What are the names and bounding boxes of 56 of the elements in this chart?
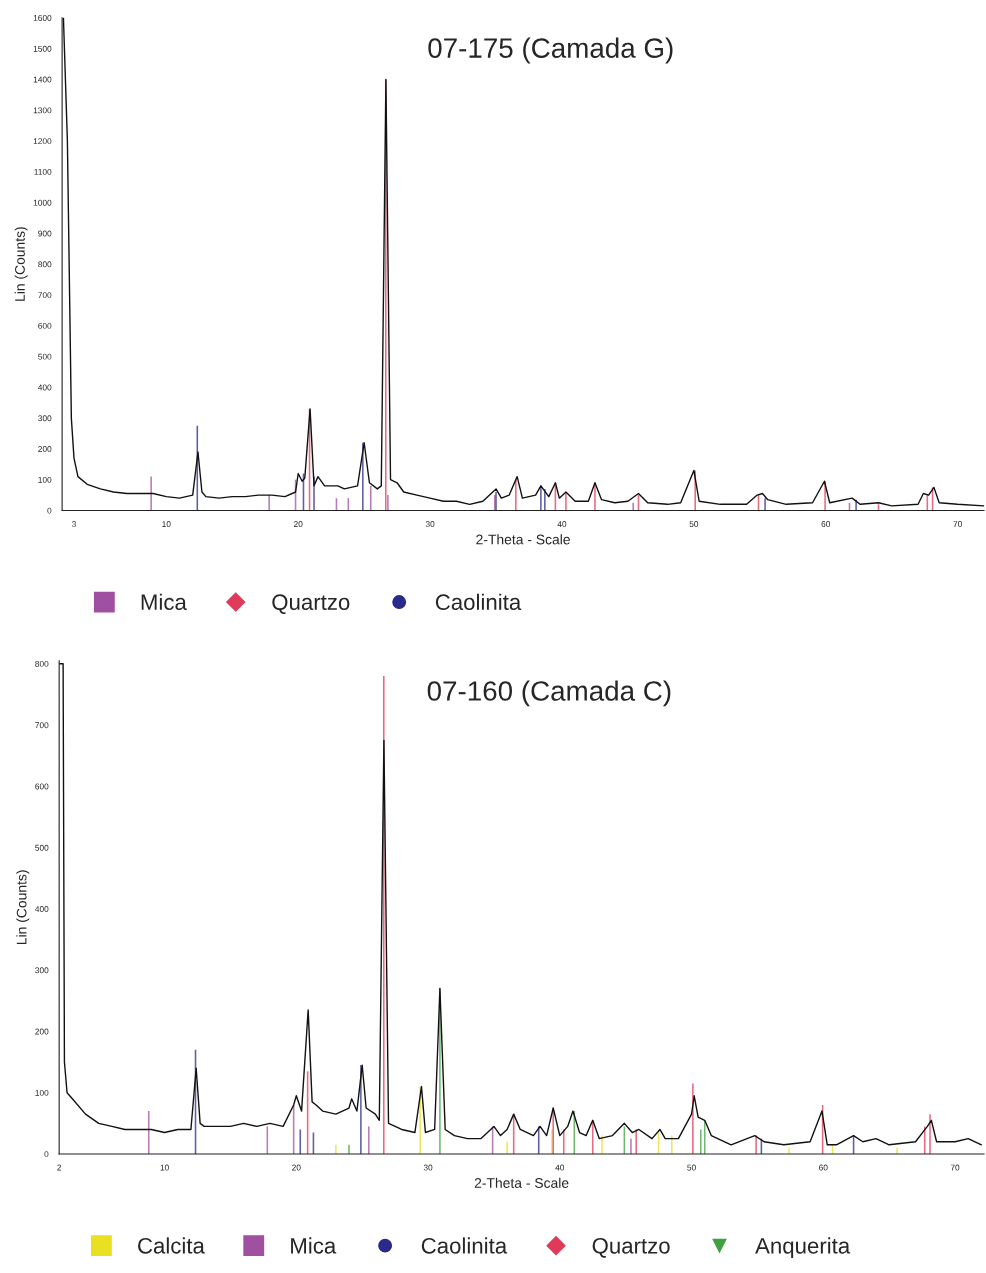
x-tick-label: 60	[821, 521, 831, 528]
y-axis-title: Lin (Counts)	[16, 870, 30, 945]
legend-label: Quartzo	[272, 594, 350, 615]
y-tick-label: 700	[35, 722, 49, 729]
x-tick-label: 30	[423, 1164, 433, 1171]
x-axis-title: 2-Theta - Scale	[476, 534, 570, 545]
y-tick-label: 1600	[33, 15, 52, 21]
y-tick-label: 800	[38, 261, 52, 268]
text: 07-160 (Camada C)	[427, 680, 671, 707]
y-tick-label: 900	[38, 230, 52, 237]
legend-label: Mica	[291, 1237, 337, 1254]
y-tick-label: 0	[47, 507, 52, 514]
y-tick-label: 1400	[33, 76, 52, 83]
y-tick-label: 400	[37, 384, 52, 391]
x-tick-label: 40	[555, 1164, 565, 1171]
x-tick-label: 40	[557, 521, 567, 528]
legend-label: Calcita	[138, 1237, 205, 1254]
y-tick-label: 200	[38, 446, 52, 452]
x-tick-label: 10	[160, 1164, 169, 1171]
y-tick-label: 600	[35, 783, 49, 790]
y-tick-label: 100	[38, 476, 52, 483]
x-tick-label: 20	[292, 1164, 301, 1171]
y-tick-label: 1500	[33, 45, 52, 52]
x-tick-label: 3	[71, 521, 76, 528]
legend-label: Anquerita	[755, 1237, 851, 1259]
y-tick-label: 200	[35, 1028, 49, 1035]
x-tick-label: 10	[162, 521, 171, 528]
y-tick-label: 1300	[33, 107, 52, 114]
y-tick-label: 300	[35, 967, 49, 974]
x-tick-label: 50	[689, 521, 699, 528]
y-axis-title: Lin (Counts)	[14, 227, 28, 301]
x-tick-label: 30	[425, 521, 435, 528]
legend-label: Mica	[141, 593, 187, 611]
y-tick-label: 700	[38, 292, 52, 299]
y-tick-label: 800	[35, 660, 49, 667]
y-tick-label: 100	[35, 1089, 49, 1096]
legend-label: Quartzo	[592, 1237, 670, 1258]
text: 07-175 (Camada G)	[428, 37, 673, 64]
y-tick-label: 0	[44, 1151, 49, 1158]
y-tick-label: 1000	[33, 199, 52, 206]
x-tick-label: 20	[293, 521, 303, 528]
y-tick-label: 500	[38, 353, 52, 360]
y-tick-label: 500	[35, 844, 49, 851]
y-tick-label: 600	[38, 322, 52, 329]
x-tick-label: 70	[950, 1164, 960, 1171]
x-tick-label: 60	[819, 1164, 828, 1171]
y-tick-label: 400	[35, 906, 49, 912]
legend-label: Caolinita	[421, 1237, 508, 1254]
x-tick-label: 2	[57, 1164, 62, 1171]
x-axis-title: 2-Theta - Scale	[474, 1177, 569, 1188]
y-tick-label: 1100	[34, 168, 52, 175]
x-tick-label: 50	[687, 1164, 696, 1171]
legend-label: Caolinita	[435, 593, 522, 611]
y-tick-label: 1200	[33, 138, 52, 145]
x-tick-label: 70	[953, 521, 962, 528]
y-tick-label: 300	[38, 415, 52, 422]
